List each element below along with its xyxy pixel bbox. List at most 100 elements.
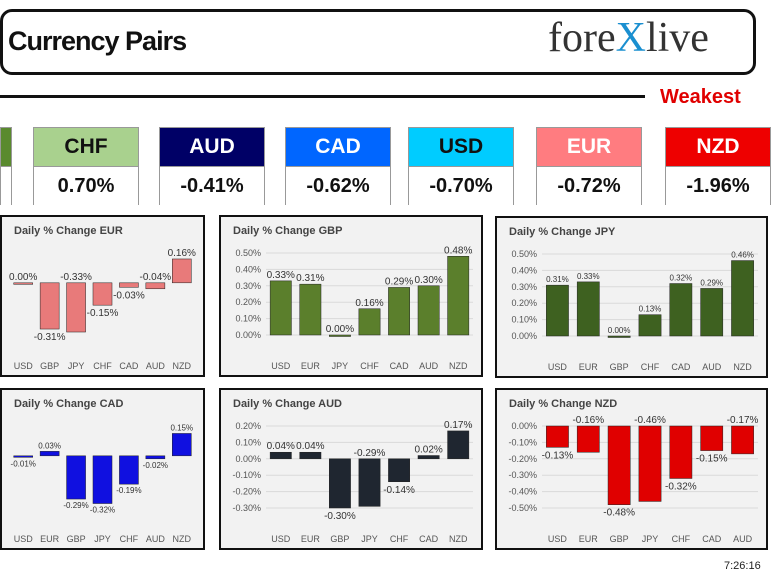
category-label: CHF [672,534,691,544]
bar-chf [358,308,381,336]
bar-aud [700,288,724,337]
currency-tile-aud: AUD -0.41% [159,127,265,206]
currency-tile-eur: EUR -0.72% [536,127,642,206]
category-label: USD [548,362,568,372]
data-label: 0.30% [414,275,442,286]
bar-aud [145,455,166,460]
bar-nzd [731,260,754,337]
bar-jpy [358,458,381,507]
bar-chart: Daily % Change AUD -0.30% -0.20% -0.10% 0.00… [232,398,473,544]
y-tick-label: 0.10% [235,437,261,447]
bar-gbp [39,282,60,330]
data-label: 0.33% [577,272,600,281]
data-label: -0.32% [665,481,697,492]
currency-code: EUR [537,128,641,166]
chart-panel-0: Daily % Change EUR USD GBP JPY CHF CAD AUD NZD 0… [0,215,205,377]
currency-code: NZD [666,128,770,166]
chart-panel-1: Daily % Change GBP 0.00% 0.10% 0.20% 0.30% 0.… [219,215,483,377]
currency-code: AUD [160,128,264,166]
bar-gbp [607,335,631,338]
y-tick-label: 0.20% [511,298,537,308]
bar-jpy [66,282,86,333]
category-label: CHF [641,362,660,372]
data-label: -0.32% [90,506,115,515]
bar-gbp [607,425,631,505]
data-label: 0.46% [731,251,754,260]
currency-tile-partial [0,127,12,206]
data-label: -0.16% [572,415,604,426]
y-tick-label: 0.10% [235,314,261,324]
data-label: 0.04% [296,441,324,452]
bar-usd [13,282,33,285]
data-label: -0.13% [542,450,574,461]
chart-panel-2: Daily % Change JPY 0.00% 0.10% 0.20% 0.30% 0.… [495,216,768,378]
y-tick-label: -0.10% [232,470,261,480]
category-label: GBP [40,361,59,371]
y-tick-label: -0.10% [508,437,537,447]
currency-change: -0.62% [286,166,390,206]
data-label: 0.17% [444,420,472,431]
bar-chart: Daily % Change GBP0.00%0.10%0.20%0.30%0.… [233,225,473,371]
data-label: 0.48% [444,245,472,256]
category-label: USD [271,361,291,371]
category-label: CHF [93,361,112,371]
y-tick-label: 0.00% [511,421,537,431]
y-tick-label: -0.20% [508,454,537,464]
data-label: -0.04% [140,272,172,283]
currency-code: CHF [34,128,138,166]
category-label: NZD [733,362,752,372]
category-label: JPY [332,361,349,371]
bar-aud [145,282,166,290]
currency-change: -0.72% [537,166,641,206]
category-label: CAD [119,361,139,371]
data-label: -0.29% [354,448,386,459]
category-label: GBP [610,362,629,372]
data-label: -0.02% [143,461,168,470]
y-tick-label: 0.50% [235,248,261,258]
bar-gbp [329,458,351,509]
bar-eur [576,425,600,453]
category-label: CAD [671,362,691,372]
chart-panel-4: Daily % Change AUD -0.30% -0.20% -0.10% 0.00… [219,388,483,550]
data-label: 0.29% [385,276,413,287]
currency-change: 0.70% [34,166,138,206]
y-tick-label: 0.00% [235,454,261,464]
category-label: AUD [419,361,439,371]
bar-cad [388,287,410,336]
forexlive-logo: foreXlive [548,15,709,61]
y-tick-label: 0.00% [511,331,537,341]
data-label: -0.01% [11,459,36,468]
category-label: USD [14,534,34,544]
data-label: -0.33% [60,272,92,283]
y-tick-label: -0.50% [508,503,537,513]
bar-jpy [638,425,662,502]
bar-gbp [66,455,86,500]
bar-chf [92,282,113,306]
y-tick-label: -0.30% [232,503,261,513]
data-label: -0.14% [383,485,415,496]
currency-code: USD [409,128,513,166]
category-label: NZD [449,361,468,371]
category-label: EUR [40,534,60,544]
page-title: Currency Pairs [8,26,187,56]
category-label: AUD [702,362,722,372]
category-label: NZD [449,534,468,544]
currency-change: -0.41% [160,166,264,206]
bar-jpy [329,334,351,337]
data-label: 0.31% [296,273,324,284]
bar-eur [576,281,600,337]
category-label: JPY [361,534,378,544]
data-label: 0.16% [168,248,196,259]
data-label: -0.03% [113,290,145,301]
chart-title: Daily % Change NZD [509,398,617,410]
category-label: AUD [146,361,166,371]
category-label: EUR [301,361,321,371]
y-tick-label: 0.30% [511,282,537,292]
bar-nzd [172,433,192,457]
category-label: CAD [419,534,439,544]
chart-title: Daily % Change AUD [233,398,342,410]
chart-title: Daily % Change JPY [509,226,616,238]
data-label: 0.32% [670,274,693,283]
data-label: -0.46% [634,415,666,426]
data-label: -0.17% [727,415,759,426]
